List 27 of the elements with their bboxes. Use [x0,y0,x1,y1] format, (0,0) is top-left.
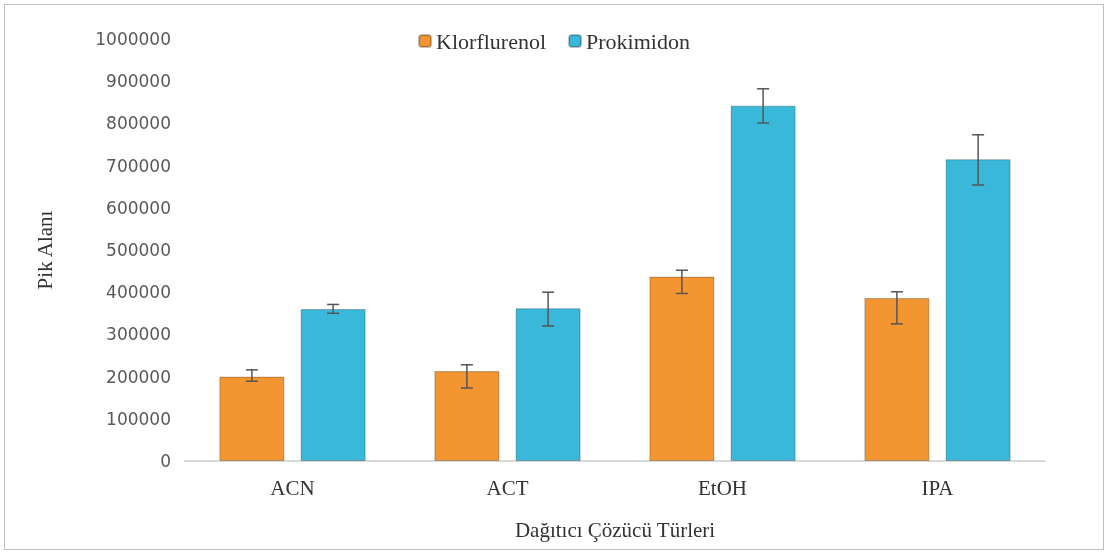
bar [515,308,581,461]
y-tick-label: 100000 [106,408,171,429]
bar [864,298,930,461]
y-tick-label: 600000 [106,197,171,218]
legend-label: Prokimidon [586,28,690,54]
bar [649,276,715,461]
y-tick-label: 500000 [106,240,171,260]
y-tick-label: 400000 [106,282,171,303]
x-axis-title: Dağıtıcı Çözücü Türleri [514,517,716,542]
bar [219,376,285,461]
y-tick-label: 800000 [106,113,171,134]
bar [434,371,500,461]
x-tick-label: ACN [270,475,315,500]
x-tick-label: IPA [921,475,955,500]
y-tick-label: 1000000 [95,29,171,49]
x-tick-label: ACT [486,475,529,500]
y-tick-label: 900000 [106,71,171,92]
bar [730,105,796,461]
y-axis-title: Pik Alanı [32,210,57,290]
legend-label: Klorflurenol [436,28,547,54]
y-tick-label: 300000 [106,324,171,345]
y-tick-label: 0 [160,451,171,471]
x-tick-label: EtOH [698,475,747,500]
bar [945,159,1011,461]
y-tick-label: 700000 [106,155,171,176]
y-tick-label: 200000 [106,366,171,387]
bar [300,309,366,461]
